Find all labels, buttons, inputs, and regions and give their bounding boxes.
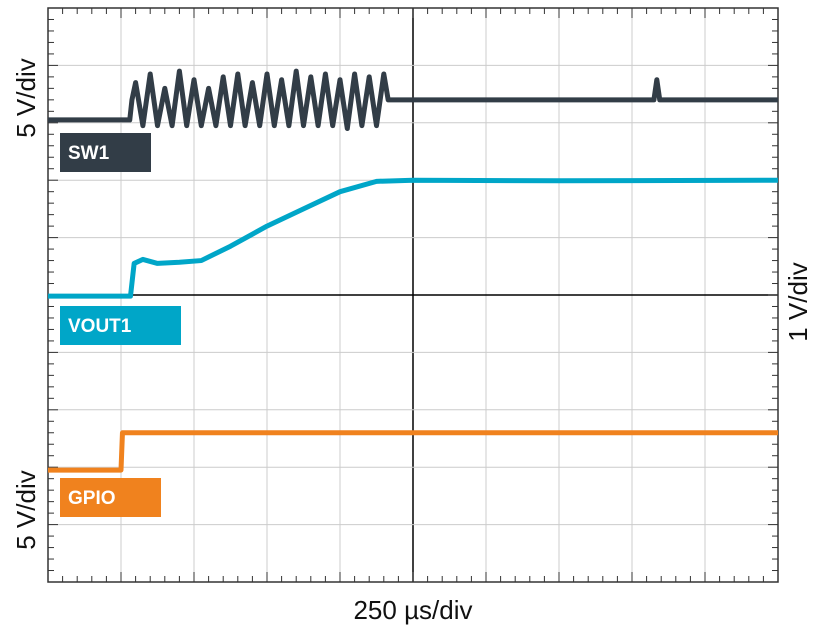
legend-label: VOUT1 xyxy=(68,316,132,337)
left-bottom-label: 5 V/div xyxy=(11,470,41,550)
left-top-label: 5 V/div xyxy=(11,58,41,138)
trace xyxy=(48,430,778,473)
x-axis-label: 250 µs/div xyxy=(353,595,472,625)
legend-label: GPIO xyxy=(68,488,116,509)
legend-label: SW1 xyxy=(68,143,110,164)
trace xyxy=(48,177,779,299)
legend-box xyxy=(60,478,161,517)
legend-box xyxy=(60,306,181,345)
trace xyxy=(48,68,778,132)
legend-box xyxy=(60,133,151,172)
right-axis-label: 1 V/div xyxy=(783,262,813,342)
